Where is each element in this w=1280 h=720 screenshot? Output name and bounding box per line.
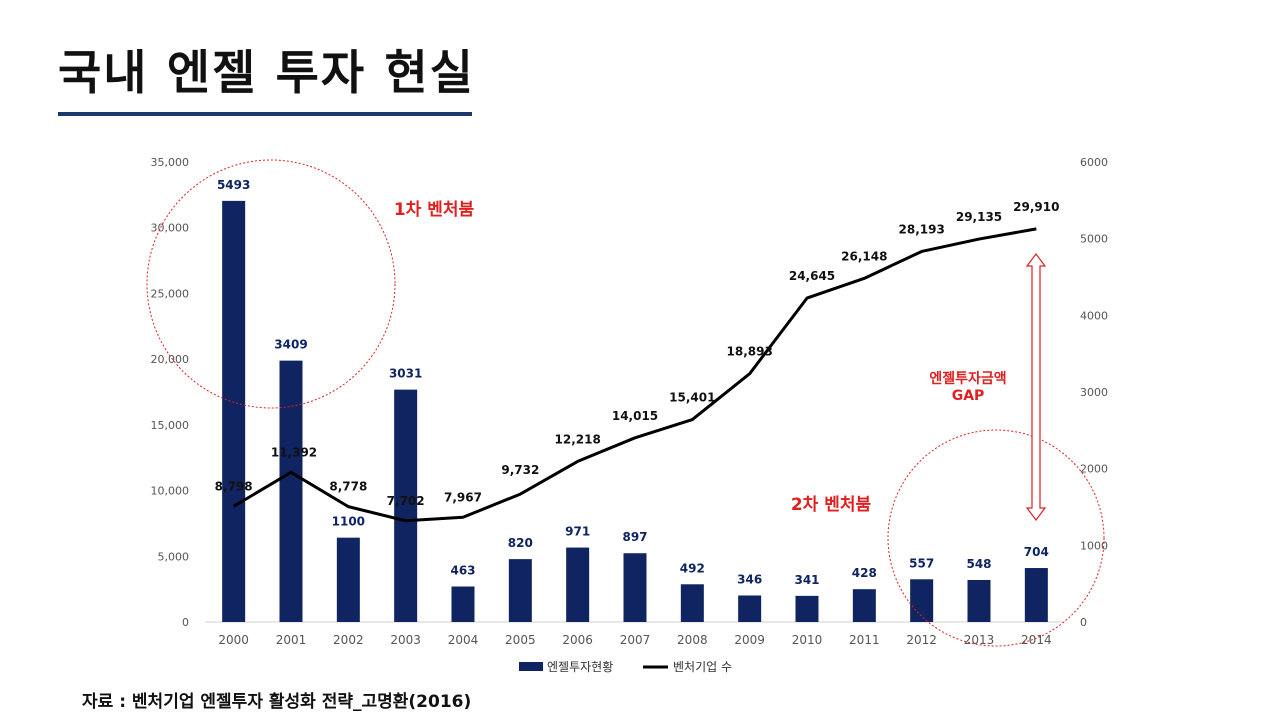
bar-data-label: 971 [565,525,590,539]
bar [680,584,704,622]
y-right-tick-label: 1000 [1080,539,1108,552]
y-right-tick-label: 5000 [1080,233,1108,246]
y-left-tick-label: 35,000 [151,156,190,169]
bar [566,547,590,622]
second-boom-label: 2차 벤처붐 [791,495,872,515]
x-tick-label: 2012 [906,633,937,647]
gap-label-line2: GAP [952,388,985,404]
line-data-label: 26,148 [841,249,887,263]
bar [451,586,475,622]
bar-data-label: 3031 [389,367,422,381]
x-tick-label: 2013 [964,633,995,647]
x-tick-label: 2004 [448,633,479,647]
line-data-label: 12,218 [555,432,601,446]
legend-bar-label: 엔젤투자현황 [547,660,613,674]
y-left-tick-label: 5,000 [158,550,190,563]
gap-label-line1: 엔젤투자금액 [929,370,1006,387]
bar-data-label: 463 [450,564,475,578]
y-left-tick-label: 10,000 [151,485,190,498]
bar [910,579,934,622]
line-data-label: 15,401 [669,391,715,405]
line-data-label: 8,778 [329,480,367,494]
bar-data-label: 557 [909,556,934,570]
bar [623,553,647,622]
bar-data-label: 704 [1024,545,1049,559]
x-tick-label: 2009 [734,633,765,647]
line-data-label: 28,193 [899,222,945,236]
bar-data-label: 897 [622,530,647,544]
line-data-label: 11,392 [271,445,317,459]
x-tick-label: 2008 [677,633,708,647]
y-right-tick-label: 6000 [1080,156,1108,169]
bar-data-label: 492 [680,561,705,575]
bar [394,389,418,622]
line-data-label: 8,798 [215,479,253,493]
gap-arrow [1025,253,1047,521]
bar [336,537,360,622]
x-tick-label: 2010 [792,633,823,647]
source-note: 자료 : 벤처기업 엔젤투자 활성화 전략_고명환(2016) [82,692,472,712]
x-tick-label: 2005 [505,633,536,647]
bar-data-label: 341 [794,573,819,587]
page-title: 국내 엔젤 투자 현실 [58,46,476,101]
y-left-tick-label: 30,000 [151,222,190,235]
bar-data-label: 3409 [274,338,307,352]
x-tick-label: 2001 [276,633,307,647]
line-series [232,227,1037,523]
y-left-tick-label: 15,000 [151,419,190,432]
bar [852,589,876,622]
bar-data-label: 1100 [332,515,365,529]
line-data-label: 29,135 [956,210,1002,224]
y-right-tick-label: 4000 [1080,309,1108,322]
y-left-tick-label: 0 [182,616,189,629]
first-boom-label: 1차 벤처붐 [394,200,475,220]
bar [795,595,819,622]
bar-data-label: 548 [966,557,991,571]
bar [738,595,762,622]
bar [1024,568,1048,622]
x-tick-label: 2007 [620,633,651,647]
line-data-label: 7,967 [444,490,482,504]
y-right-tick-label: 2000 [1080,463,1108,476]
bar [279,360,303,622]
x-tick-label: 2003 [390,633,421,647]
second-boom-circle [887,429,1105,647]
bar-data-label: 346 [737,572,762,586]
x-tick-label: 2006 [562,633,593,647]
line-data-label: 24,645 [789,269,835,283]
y-right-tick-label: 3000 [1080,386,1108,399]
bar [222,200,246,622]
x-tick-label: 2002 [333,633,364,647]
bar-data-label: 428 [852,566,877,580]
x-tick-label: 2000 [218,633,249,647]
line-data-label: 29,910 [1013,200,1059,214]
line-data-label: 18,893 [727,345,773,359]
bar-data-label: 820 [508,536,533,550]
legend-bar-swatch [519,662,543,671]
x-tick-label: 2011 [849,633,880,647]
line-data-label: 14,015 [612,409,658,423]
line-data-label: 7,702 [387,494,425,508]
y-left-tick-label: 25,000 [151,287,190,300]
legend-line-label: 벤처기업 수 [673,660,732,674]
title-underline [58,112,472,116]
y-right-tick-label: 0 [1080,616,1087,629]
y-left-tick-label: 20,000 [151,353,190,366]
bar [508,559,532,622]
line-data-label: 9,732 [501,463,539,477]
x-tick-label: 2014 [1021,633,1052,647]
bar [967,579,991,622]
bar-data-label: 5493 [217,178,250,192]
first-boom-circle [146,159,396,409]
